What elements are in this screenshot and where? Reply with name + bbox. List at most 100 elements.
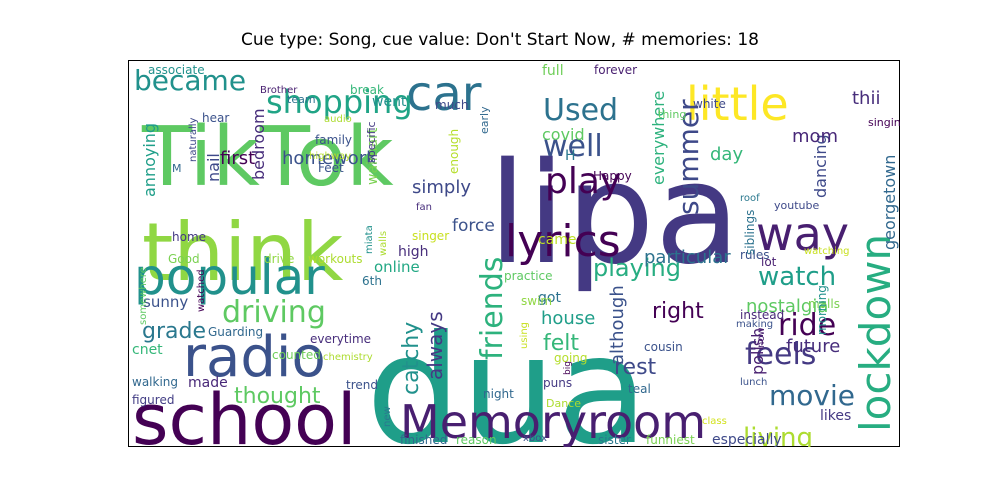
word-thii: thii <box>852 88 880 109</box>
word-instead: instead <box>740 308 784 322</box>
word-puns: puns <box>543 376 572 390</box>
word-homework: homework <box>282 148 377 169</box>
word-brother: Brother <box>260 85 298 96</box>
word-workouts: workouts <box>308 252 363 266</box>
word-although: although <box>607 285 628 365</box>
word-miata: miata <box>364 225 375 254</box>
word-early: early <box>478 106 491 134</box>
word-swim: swim <box>521 294 552 308</box>
word-got: got <box>538 290 561 306</box>
word-memoryroom: Memoryroom <box>400 395 706 447</box>
word-lunch: lunch <box>740 377 767 388</box>
word-grade: grade <box>142 319 206 344</box>
word-future: future <box>786 336 840 357</box>
word-mom: mom <box>792 126 838 147</box>
word-happy: Happy <box>593 169 632 183</box>
word-now: now <box>756 327 767 348</box>
word-somewhere: somewhere <box>138 267 149 325</box>
word-making: making <box>736 319 773 330</box>
word-felt: felt <box>543 331 579 356</box>
word-everywhere: everywhere <box>649 91 668 185</box>
word-summer: summer <box>672 99 705 215</box>
word-particular: particular <box>644 247 731 268</box>
word-xbox: xbox <box>523 433 547 444</box>
word-house: house <box>541 308 595 329</box>
word-became: became <box>134 64 246 97</box>
word-likes: likes <box>820 408 851 424</box>
word-cousin: cousin <box>644 340 683 354</box>
word-driving: driving <box>222 295 326 330</box>
word-dua: dua <box>366 304 648 447</box>
word-chemistry: chemistry <box>323 352 373 363</box>
word-hear: hear <box>202 111 229 125</box>
word-feels: feels <box>745 337 816 372</box>
word-playing: playing <box>593 254 681 282</box>
word-team: team <box>287 93 316 106</box>
word-movie: movie <box>769 379 855 412</box>
plot-frame <box>128 60 900 447</box>
word-thing: thing <box>658 108 686 121</box>
word-well: well <box>543 129 603 164</box>
word-nostalgia: nostalgia <box>746 296 828 317</box>
word-fan: fan <box>416 202 432 213</box>
word-break: break <box>350 83 384 97</box>
word-singing: singing <box>868 116 900 129</box>
word-siblings: siblings <box>743 210 757 255</box>
word-associate: associate <box>148 63 205 77</box>
word-covid: covid <box>542 125 585 144</box>
word-feet: Feet <box>318 161 344 175</box>
word-teal: teal <box>628 382 651 396</box>
word-h: H <box>565 148 576 164</box>
word-especially: especially <box>712 432 782 447</box>
word-new: new <box>382 406 393 427</box>
word-family: family <box>315 133 352 147</box>
word-watching: watching <box>804 246 850 257</box>
word-first: first <box>220 148 255 169</box>
word-white: white <box>693 97 726 111</box>
word-naturally: naturally <box>188 117 199 162</box>
word-walls: walls <box>378 231 389 256</box>
word-day: day <box>710 144 743 165</box>
word-lipa: lipa <box>488 133 740 296</box>
word-guarding: Guarding <box>208 325 263 339</box>
word-lockdown: lockdown <box>851 234 900 432</box>
word-friends: friends <box>475 257 510 360</box>
word-sister: sister <box>598 433 631 447</box>
word-simply: simply <box>412 177 471 198</box>
word-radio: radio <box>183 325 326 390</box>
word-reason: reason <box>456 433 497 447</box>
word-always: always <box>423 311 447 380</box>
word-lyrics: lyrics <box>505 216 621 267</box>
word-walking: walking <box>132 375 178 389</box>
word-full: full <box>542 63 564 79</box>
word-car: car <box>406 66 482 122</box>
chart-title: Cue type: Song, cue value: Don't Start N… <box>241 30 759 50</box>
word-roof: roof <box>740 193 760 204</box>
word-lot: lot <box>761 255 777 269</box>
word-m: M <box>172 162 182 175</box>
word-ride: ride <box>778 308 836 343</box>
word-going: going <box>554 351 588 365</box>
word-cnet: cnet <box>132 342 163 358</box>
word-popular: popular <box>134 248 325 306</box>
word-funniest: funniest <box>646 433 695 447</box>
word-practice: practice <box>504 269 553 283</box>
word-right: right <box>652 299 704 324</box>
word-singer: singer <box>412 229 449 243</box>
word-shopping: shopping <box>266 83 413 121</box>
word-6th: 6th <box>362 274 382 288</box>
word-specific: specific <box>365 121 378 163</box>
word-dance: Dance <box>546 397 581 410</box>
word-trend: trend <box>346 378 378 392</box>
word-home: home <box>172 230 206 244</box>
word-highway: highway <box>309 151 351 162</box>
word-malls: malls <box>808 297 840 311</box>
word-nail: nail <box>204 153 223 182</box>
word-tiktok: TikTok <box>141 110 394 205</box>
word-went: went <box>372 94 407 110</box>
word-georgetown: georgetown <box>880 155 899 250</box>
word-catchy: catchy <box>399 322 424 395</box>
word-polish: polish <box>748 328 767 375</box>
